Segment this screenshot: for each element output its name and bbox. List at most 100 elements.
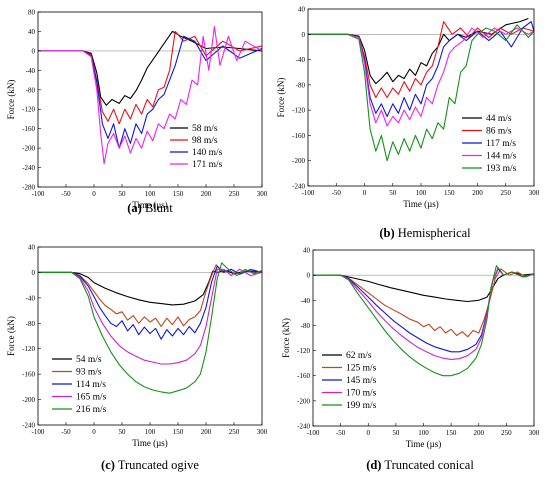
legend-label: 193 m/s bbox=[486, 164, 517, 174]
panel-letter: (a) bbox=[127, 201, 142, 215]
legend-label: 117 m/s bbox=[486, 139, 516, 149]
panel-letter: (d) bbox=[366, 458, 381, 472]
x-tick-label: -50 bbox=[61, 190, 71, 198]
series-line-3 bbox=[308, 21, 535, 118]
series-line-2 bbox=[38, 30, 263, 125]
panel-1: -100 -50 0 50 100 150 200 250 300 -280 -240 -200 -16… bbox=[6, 9, 268, 216]
series-line-3 bbox=[38, 35, 263, 149]
legend-label: 140 m/s bbox=[192, 148, 223, 158]
y-tick-label: 80 bbox=[28, 9, 36, 17]
panel-caption: (a) Blunt bbox=[127, 201, 173, 215]
series-line-3 bbox=[313, 268, 535, 353]
series-line-5 bbox=[308, 24, 535, 162]
x-tick-label: 100 bbox=[145, 190, 156, 198]
legend-label: 62 m/s bbox=[346, 351, 372, 361]
y-tick-label: -240 bbox=[22, 164, 35, 172]
legend-label: 145 m/s bbox=[346, 376, 377, 386]
legend-label: 125 m/s bbox=[346, 364, 377, 374]
y-tick-label: -240 bbox=[292, 183, 305, 191]
x-tick-label: -100 bbox=[32, 190, 45, 198]
y-tick-label: -160 bbox=[297, 372, 310, 380]
legend-label: 86 m/s bbox=[486, 127, 512, 137]
series-line-5 bbox=[313, 265, 535, 377]
series-line-2 bbox=[38, 264, 263, 328]
y-tick-label: 40 bbox=[303, 247, 311, 255]
y-tick-label: -240 bbox=[22, 422, 35, 430]
x-axis-label: Time (µs) bbox=[132, 200, 168, 210]
panel-2: -100 -50 0 50 100 150 200 250 300 -240 -200 -160 -12… bbox=[276, 6, 540, 241]
x-axis-label: Time (µs) bbox=[132, 438, 168, 448]
y-axis-label: Force (kN) bbox=[276, 78, 286, 118]
legend-label: 93 m/s bbox=[76, 368, 102, 378]
x-tick-label: 50 bbox=[389, 189, 397, 197]
y-tick-label: -200 bbox=[292, 157, 305, 165]
x-tick-label: 50 bbox=[119, 190, 127, 198]
x-tick-label: 200 bbox=[472, 189, 483, 197]
x-tick-label: 150 bbox=[173, 428, 184, 436]
legend-label: 114 m/s bbox=[76, 380, 106, 390]
y-tick-label: 0 bbox=[302, 31, 306, 39]
x-tick-label: 0 bbox=[367, 429, 371, 437]
y-tick-label: 0 bbox=[32, 47, 36, 55]
x-tick-label: 150 bbox=[444, 189, 455, 197]
series-line-5 bbox=[38, 262, 263, 394]
y-tick-label: 0 bbox=[32, 269, 36, 277]
legend-label: 165 m/s bbox=[76, 393, 107, 403]
y-tick-label: -120 bbox=[22, 345, 35, 353]
x-tick-label: 300 bbox=[529, 429, 540, 437]
x-tick-label: 300 bbox=[529, 189, 540, 197]
legend-label: 44 m/s bbox=[486, 114, 512, 124]
series-line-1 bbox=[38, 30, 263, 106]
panel-title: Truncated ogive bbox=[115, 458, 199, 472]
panel-caption: (d) Truncated conical bbox=[366, 458, 474, 472]
series-line-1 bbox=[38, 269, 263, 306]
series-line-2 bbox=[313, 268, 535, 338]
x-tick-label: 100 bbox=[145, 428, 156, 436]
legend-label: 171 m/s bbox=[192, 160, 223, 170]
x-tick-label: 0 bbox=[363, 189, 367, 197]
y-tick-label: -160 bbox=[22, 125, 35, 133]
x-tick-label: 250 bbox=[501, 429, 512, 437]
x-tick-label: -100 bbox=[32, 428, 45, 436]
x-tick-label: 150 bbox=[173, 190, 184, 198]
y-tick-label: 40 bbox=[28, 28, 36, 36]
y-tick-label: -120 bbox=[292, 107, 305, 115]
y-tick-label: -40 bbox=[301, 297, 311, 305]
y-tick-label: -40 bbox=[26, 294, 36, 302]
legend: 62 m/s 125 m/s 145 m/s 170 m/s 199 m/s bbox=[322, 351, 377, 411]
y-tick-label: 40 bbox=[28, 244, 36, 252]
panel-caption: (c) Truncated ogive bbox=[101, 458, 199, 472]
y-tick-label: -160 bbox=[22, 371, 35, 379]
y-tick-label: -200 bbox=[297, 397, 310, 405]
x-axis-label: Time (µs) bbox=[403, 199, 439, 209]
panel-4: -100 -50 0 50 100 150 200 250 300 -240 -200 -160 -12… bbox=[281, 247, 540, 473]
x-tick-label: 100 bbox=[416, 189, 427, 197]
x-tick-label: 0 bbox=[92, 190, 96, 198]
x-tick-label: -100 bbox=[302, 189, 315, 197]
series-line-4 bbox=[308, 27, 535, 127]
y-tick-label: -200 bbox=[22, 145, 35, 153]
legend-label: 170 m/s bbox=[346, 389, 377, 399]
panel-letter: (b) bbox=[379, 226, 394, 240]
y-tick-label: -40 bbox=[296, 56, 306, 64]
x-tick-label: 50 bbox=[119, 428, 127, 436]
y-tick-label: -40 bbox=[26, 67, 36, 75]
x-tick-label: 50 bbox=[392, 429, 400, 437]
x-tick-label: 300 bbox=[257, 428, 268, 436]
x-tick-label: 200 bbox=[474, 429, 485, 437]
y-tick-label: -240 bbox=[297, 423, 310, 431]
y-axis-label: Force (kN) bbox=[6, 316, 16, 356]
x-tick-label: 300 bbox=[257, 190, 268, 198]
series-line-4 bbox=[38, 26, 263, 165]
legend: 44 m/s 86 m/s 117 m/s 144 m/s 193 m/s bbox=[462, 114, 517, 174]
x-axis-label: Time (µs) bbox=[406, 439, 442, 449]
x-tick-label: 100 bbox=[418, 429, 429, 437]
x-tick-label: -100 bbox=[307, 429, 320, 437]
legend-label: 54 m/s bbox=[76, 355, 102, 365]
y-tick-label: -80 bbox=[301, 322, 311, 330]
y-axis-label: Force (kN) bbox=[281, 318, 291, 358]
legend-label: 199 m/s bbox=[346, 401, 377, 411]
x-tick-label: 200 bbox=[201, 428, 212, 436]
series-line-4 bbox=[38, 268, 263, 365]
y-tick-label: -80 bbox=[26, 86, 36, 94]
